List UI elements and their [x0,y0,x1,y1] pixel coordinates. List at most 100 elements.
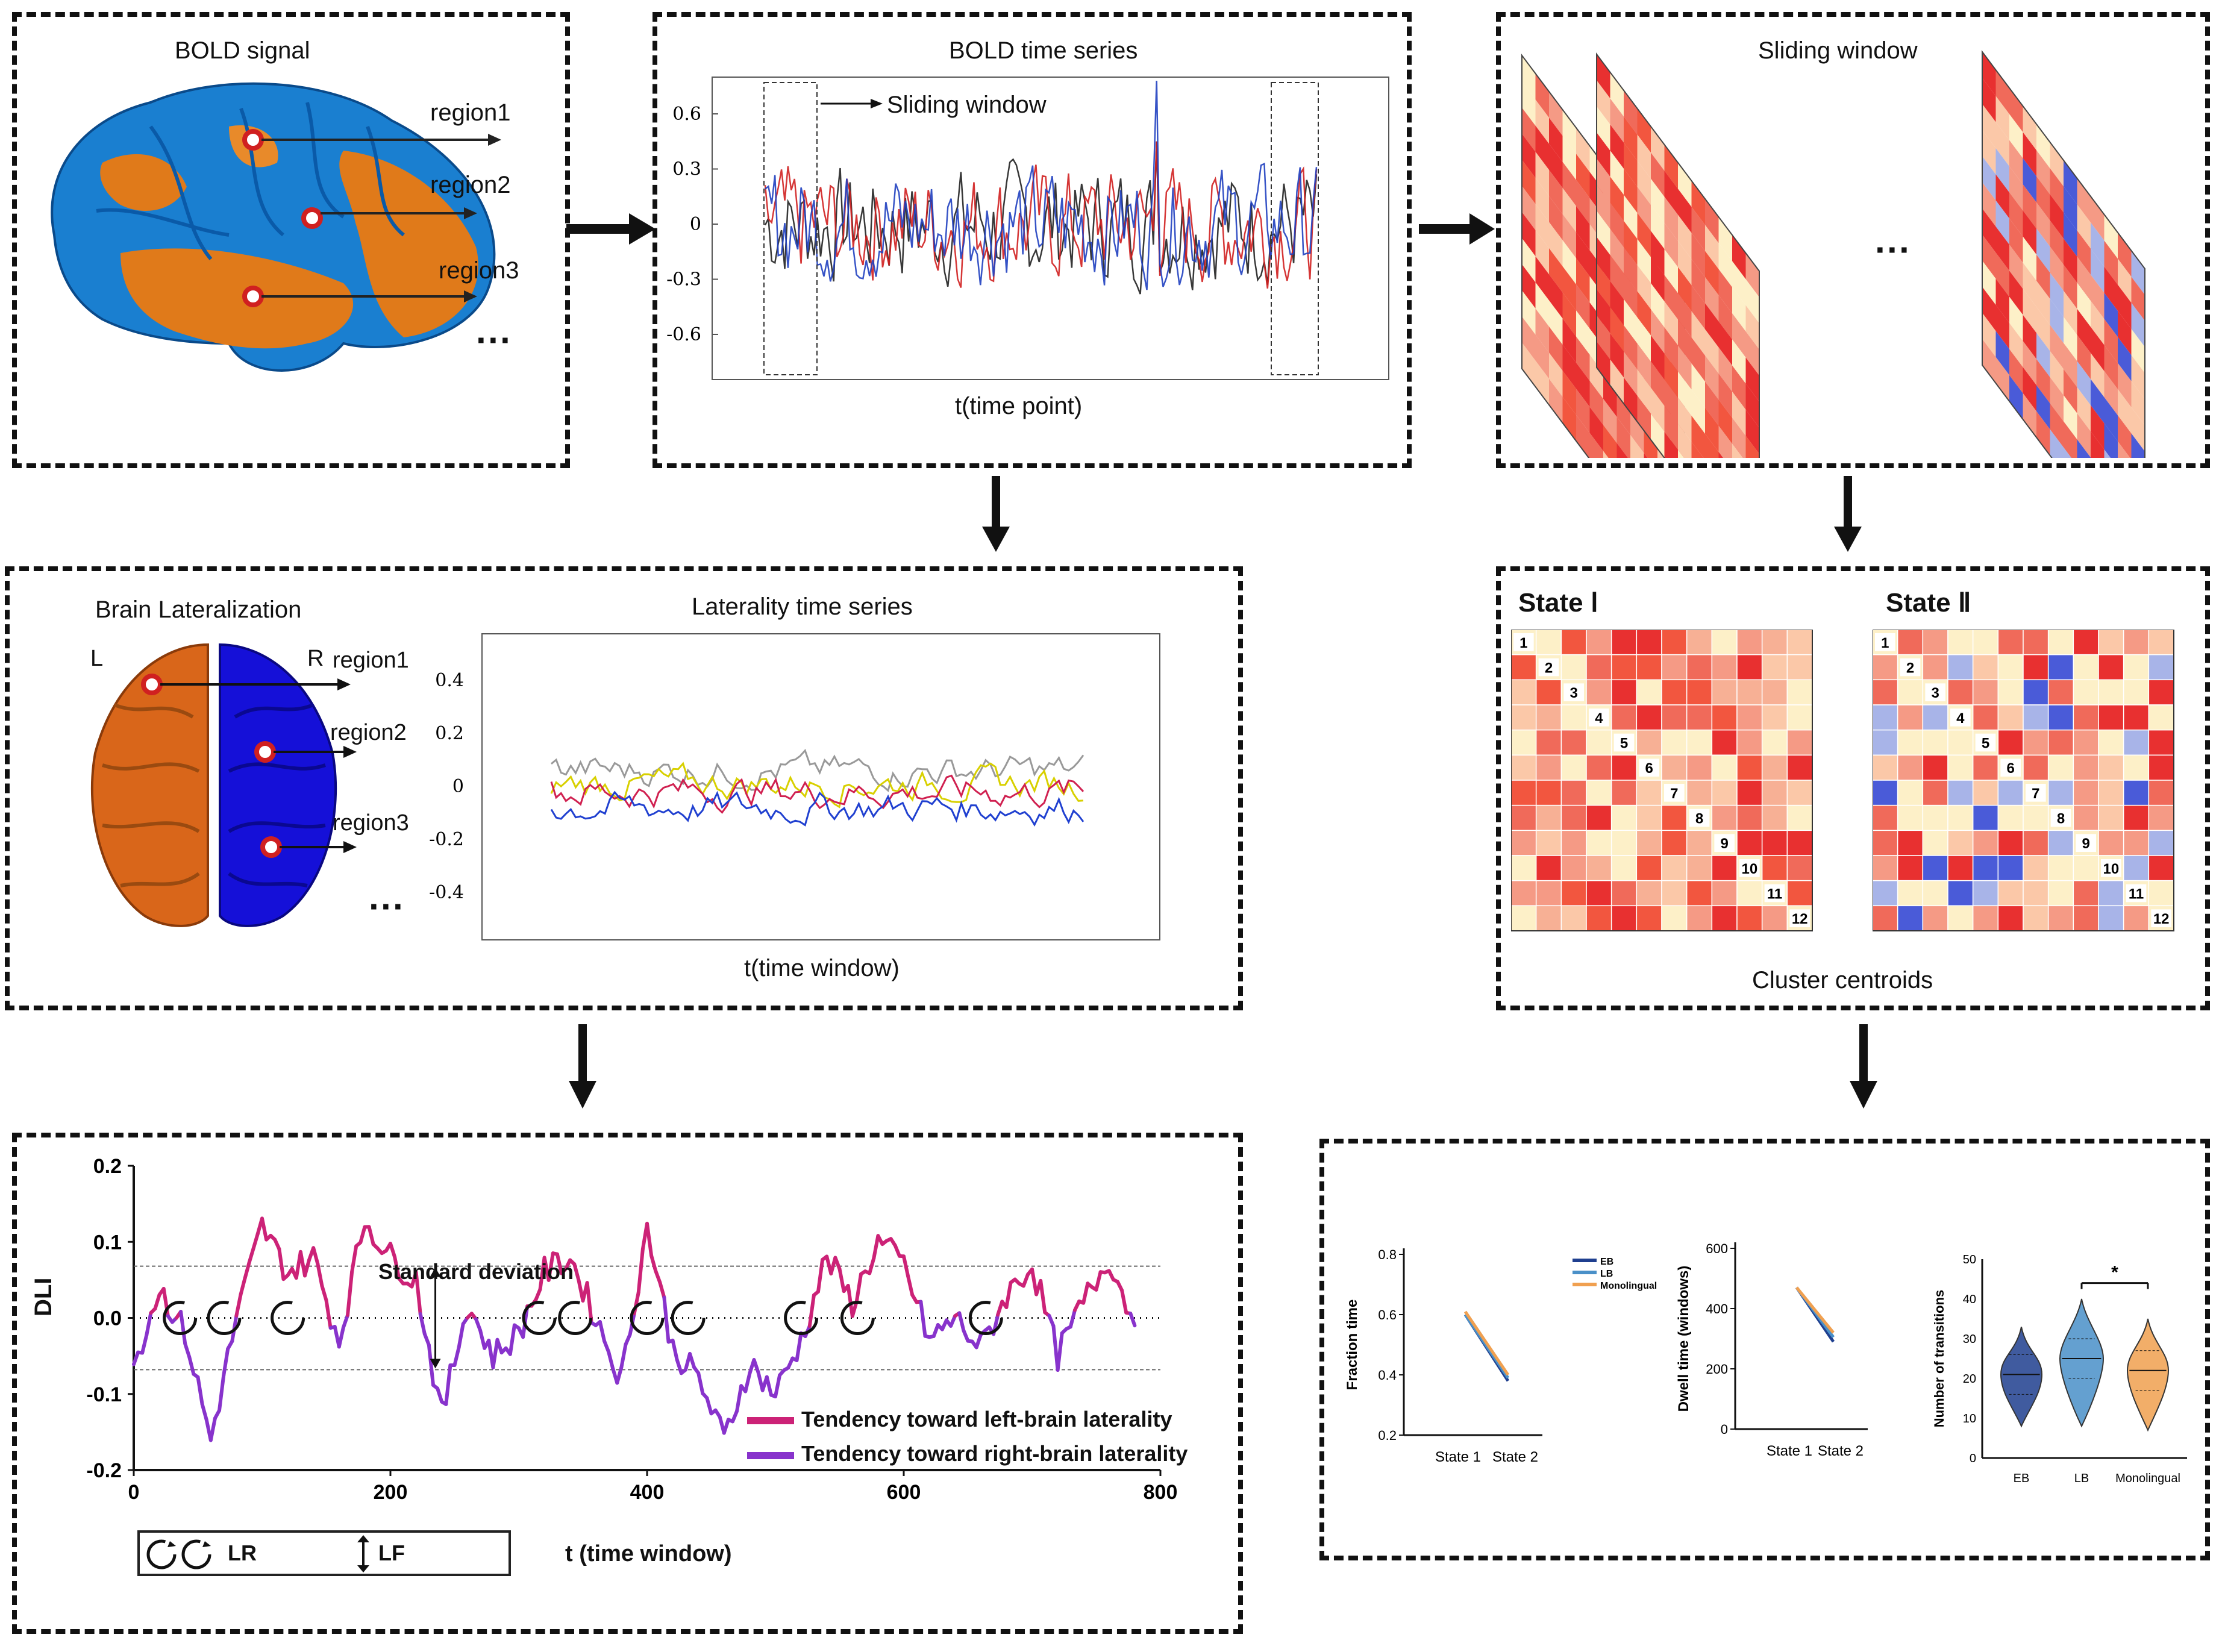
state2-cell [2073,855,2099,881]
sw-cell [1624,221,1638,265]
sw-cell [2104,240,2118,285]
state1-cell [1686,905,1713,931]
sw-cell [1549,274,1563,319]
sw-cell [2023,263,2036,307]
sw-cell [1995,70,2009,114]
sw-cell [1982,260,1996,305]
sw-cell [1624,273,1638,318]
sw-cell [2064,290,2077,335]
state2-cell [2047,729,2074,756]
state1-cell [1586,880,1612,907]
bold-ytick: -0.3 [666,269,701,290]
metrics-legend-label: Monolingual [1600,1281,1657,1291]
state2-cell [1897,729,1924,756]
state1-diag-label: 1 [1519,635,1527,651]
sw-matrix-n [1982,50,2145,458]
sw-cell [1535,99,1549,144]
dli-rotation-marker [968,1301,1003,1335]
state2-cell [1873,654,1898,681]
state1-cell [1711,855,1738,881]
sw-cell [1562,110,1576,154]
state1-cell [1560,830,1587,856]
bold-ellipsis: ··· [476,320,512,360]
sw-cell [2091,405,2105,449]
state1-cell [1511,905,1537,931]
sw-cell [2023,314,2036,359]
sw-cell [1732,261,1746,305]
sw-cell [1549,196,1563,240]
sw-cell [1995,252,2009,297]
state2-cell [2073,804,2099,831]
lat-ytick: 0.2 [435,723,464,744]
sw-cell [1691,181,1705,225]
dli-segment [854,1272,863,1303]
dli-segment [696,1371,705,1395]
dli-segment [436,1386,444,1404]
state1-cell [1636,880,1662,907]
dli-xtick: 600 [887,1481,921,1504]
state2-cell [2098,804,2124,831]
state2-cell [1897,830,1924,856]
sw-cell [2009,245,2023,289]
sw-cell [1995,331,2009,375]
state2-cell [1997,654,2024,681]
sw-cell [2009,166,2023,211]
state2-diag-bg [1900,658,1921,677]
state1-cell [1610,654,1638,681]
state1-cell [1661,654,1688,681]
state1-cell [1560,855,1587,881]
sw-cell [2077,335,2091,380]
dli-segment [705,1396,713,1416]
state2-cell [2098,654,2124,681]
sw-cell [1664,145,1678,189]
sw-cell [1982,182,1996,227]
sw-cell [1610,98,1624,143]
dli-segment [183,1342,192,1359]
panel-sliding-window [1496,12,2210,468]
state2-diag-label: 8 [2057,811,2065,827]
sw-cell [1691,389,1705,434]
sw-cell [2064,160,2077,205]
state1-cell [1761,729,1788,756]
sw-cell [1664,380,1678,424]
transitions-ytick: 40 [1963,1293,1976,1306]
dli-segment [722,1418,730,1435]
state1-cell [1586,654,1612,681]
state1-diag-label: 12 [1792,911,1808,927]
state2-cell [2073,729,2099,756]
sw-cell [2050,194,2064,239]
violin-LB [2059,1298,2105,1428]
sw-cell [1597,54,1610,99]
sw-cell [1664,327,1678,372]
sw-cell [1745,383,1759,428]
sw-cell [1637,108,1651,153]
state2-cell [2047,679,2074,706]
right-gyri [228,703,326,887]
sw-cell [1745,331,1759,376]
sw-cell [2131,433,2145,458]
state1-cell [1511,729,1537,756]
dli-segment [846,1283,854,1318]
sw-cell [2036,333,2050,377]
dli-segment [208,1416,217,1442]
laterality-xlabel: t(time window) [744,955,900,981]
dli-legend-left-swatch [747,1417,794,1424]
state1-cell [1711,880,1738,907]
sw-cell [1691,233,1705,277]
sw-cell [1589,433,1603,458]
state2-cell [2148,679,2174,706]
state2-cell [1947,830,1974,856]
sw-cell [1651,152,1665,197]
sw-cell [2023,289,2036,333]
state2-cell [2073,754,2099,781]
panel-metrics [1319,1139,2210,1560]
sw-cell [1745,436,1759,458]
state2-cell [2148,630,2174,655]
state1-cell [1736,729,1763,756]
sw-cell [1597,211,1610,255]
sw-cell [2009,192,2023,237]
panel-bold-timeseries [653,12,1412,468]
brain-dorsal-view [90,643,357,927]
state2-diag-label: 11 [2129,886,2144,903]
